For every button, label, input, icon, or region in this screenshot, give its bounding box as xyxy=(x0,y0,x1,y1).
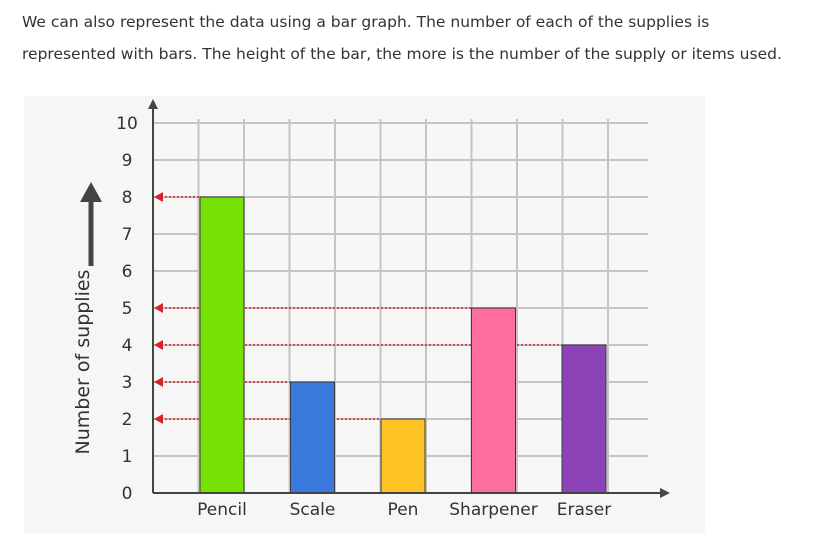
y-tick-label-5: 5 xyxy=(122,299,133,319)
bar-pen xyxy=(380,418,426,494)
bar-chart: 0 1 2 3 4 5 6 7 8 9 10 Pencil Scale Pen Sharpener Eras… xyxy=(72,99,670,520)
bar-pencil xyxy=(199,196,245,494)
y-tick-label-3: 3 xyxy=(122,373,133,393)
x-category-label-pencil: Pencil xyxy=(197,500,247,520)
y-axis-title-arrowhead xyxy=(80,182,102,202)
bar-chart-panel: 0 1 2 3 4 5 6 7 8 9 10 Pencil Scale Pen Sharpener Eras… xyxy=(24,96,705,533)
y-tick-label-2: 2 xyxy=(122,410,133,430)
y-tick-label-4: 4 xyxy=(122,336,133,356)
y-tick-label-1: 1 xyxy=(122,447,133,467)
intro-line-2: represented with bars. The height of the… xyxy=(22,45,782,63)
chart-bars xyxy=(199,196,607,494)
x-category-label-eraser: Eraser xyxy=(557,500,611,520)
y-tick-label-10: 10 xyxy=(116,114,138,134)
intro-line-1: We can also represent the data using a b… xyxy=(22,13,710,31)
bar-sharpener xyxy=(471,307,516,494)
y-tick-label-8: 8 xyxy=(122,188,133,208)
y-axis-title: Number of supplies xyxy=(72,270,94,455)
reference-arrowhead-8 xyxy=(154,192,163,202)
y-tick-label-6: 6 xyxy=(122,262,133,282)
y-tick-label-7: 7 xyxy=(122,225,133,245)
bar-scale xyxy=(290,381,335,494)
reference-arrowhead-3 xyxy=(154,377,163,387)
reference-arrowhead-4 xyxy=(154,340,163,350)
x-category-label-sharpener: Sharpener xyxy=(449,500,537,520)
y-tick-label-9: 9 xyxy=(122,151,133,171)
chart-axes xyxy=(148,99,670,498)
bar-eraser xyxy=(561,344,607,494)
y-axis-arrowhead xyxy=(148,99,158,109)
reference-arrowhead-5 xyxy=(154,303,163,313)
reference-arrowhead-2 xyxy=(154,414,163,424)
y-tick-labels: 0 1 2 3 4 5 6 7 8 9 10 xyxy=(116,114,138,504)
y-axis-title-group: Number of supplies xyxy=(72,182,102,454)
x-axis-arrowhead xyxy=(660,488,670,498)
x-category-labels: Pencil Scale Pen Sharpener Eraser xyxy=(197,500,611,520)
x-category-label-pen: Pen xyxy=(388,500,419,520)
x-category-label-scale: Scale xyxy=(290,500,336,520)
y-tick-label-0: 0 xyxy=(122,484,133,504)
intro-paragraph: We can also represent the data using a b… xyxy=(22,6,817,70)
